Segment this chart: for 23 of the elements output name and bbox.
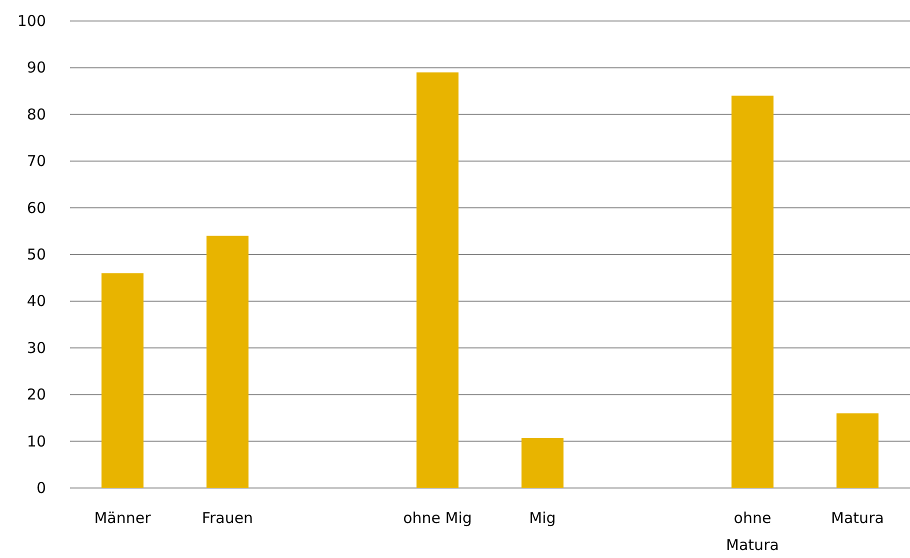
x-tick-label: ohne Matura bbox=[726, 509, 779, 554]
x-tick-label: Männer bbox=[94, 509, 152, 527]
y-tick-label: 60 bbox=[26, 198, 46, 217]
bar bbox=[836, 413, 878, 488]
x-tick-label: Matura bbox=[831, 509, 884, 527]
y-tick-label: 50 bbox=[26, 246, 46, 264]
bar bbox=[416, 72, 458, 488]
y-tick-label: 80 bbox=[26, 105, 46, 124]
y-tick-label: 100 bbox=[17, 12, 46, 30]
bar bbox=[206, 236, 248, 488]
y-tick-label: 70 bbox=[26, 152, 46, 170]
y-tick-label: 0 bbox=[36, 479, 46, 497]
bar bbox=[732, 96, 774, 488]
x-tick-label: ohne Mig bbox=[403, 509, 472, 527]
bar bbox=[102, 273, 144, 488]
bar bbox=[522, 438, 564, 488]
y-tick-label: 20 bbox=[26, 386, 46, 404]
y-tick-label: 90 bbox=[26, 58, 46, 77]
y-tick-label: 40 bbox=[26, 292, 46, 310]
y-tick-label: 30 bbox=[26, 338, 46, 357]
x-tick-label: Mig bbox=[529, 509, 556, 527]
x-tick-label: Frauen bbox=[202, 509, 254, 527]
y-tick-label: 10 bbox=[26, 432, 46, 450]
